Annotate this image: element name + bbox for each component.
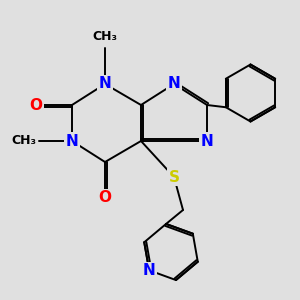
Text: O: O: [29, 98, 43, 112]
Text: N: N: [201, 134, 213, 148]
Text: N: N: [66, 134, 78, 148]
Text: N: N: [99, 76, 111, 92]
Text: O: O: [98, 190, 112, 206]
Text: S: S: [169, 169, 179, 184]
Text: N: N: [168, 76, 180, 92]
Text: CH₃: CH₃: [11, 134, 36, 148]
Text: CH₃: CH₃: [92, 31, 118, 44]
Text: N: N: [143, 263, 155, 278]
